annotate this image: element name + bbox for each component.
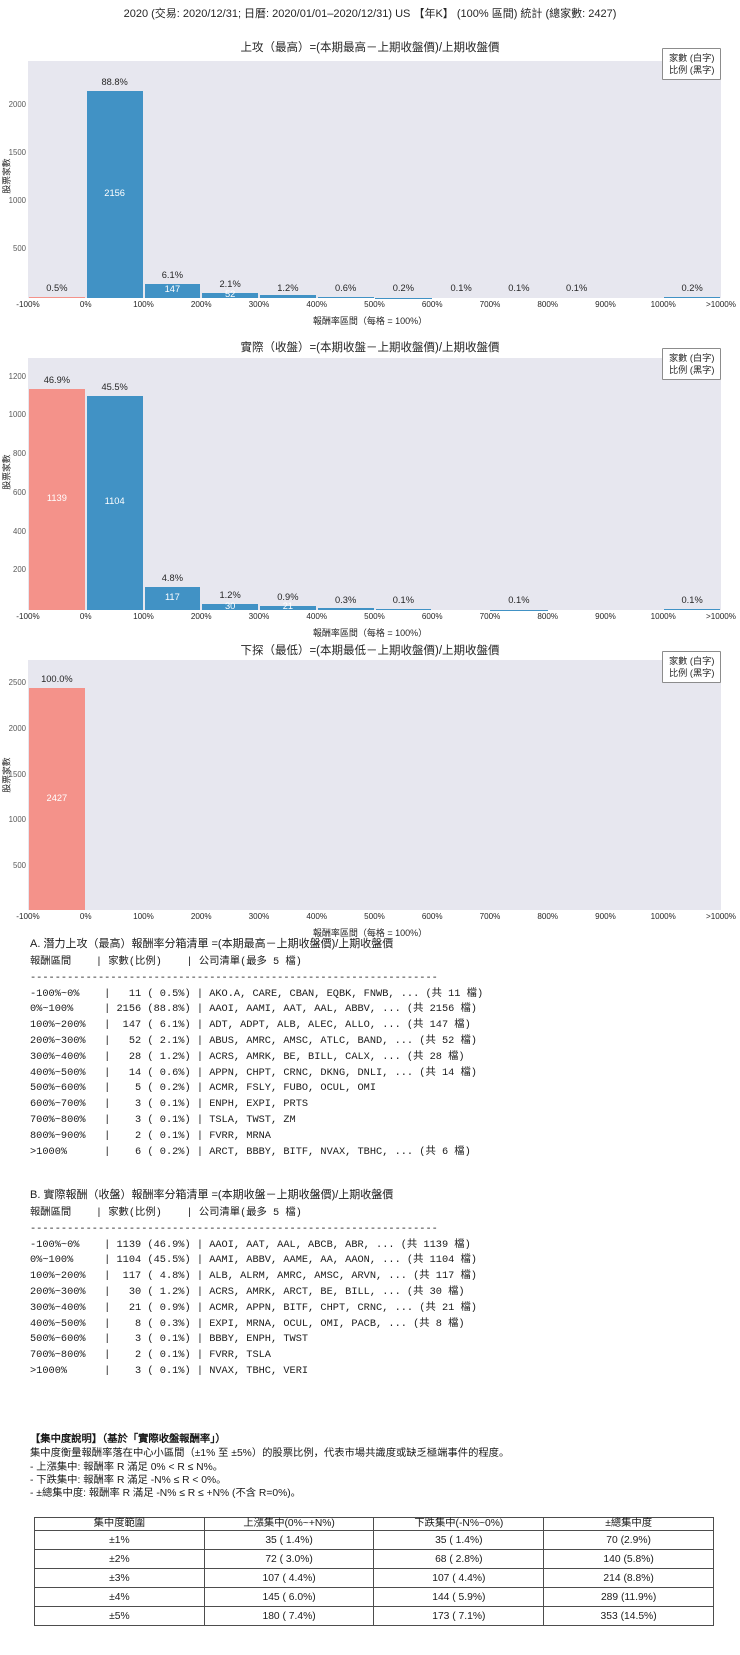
svg-text:股票家數: 股票家數: [0, 454, 11, 489]
svg-text:股票家數: 股票家數: [0, 158, 11, 193]
